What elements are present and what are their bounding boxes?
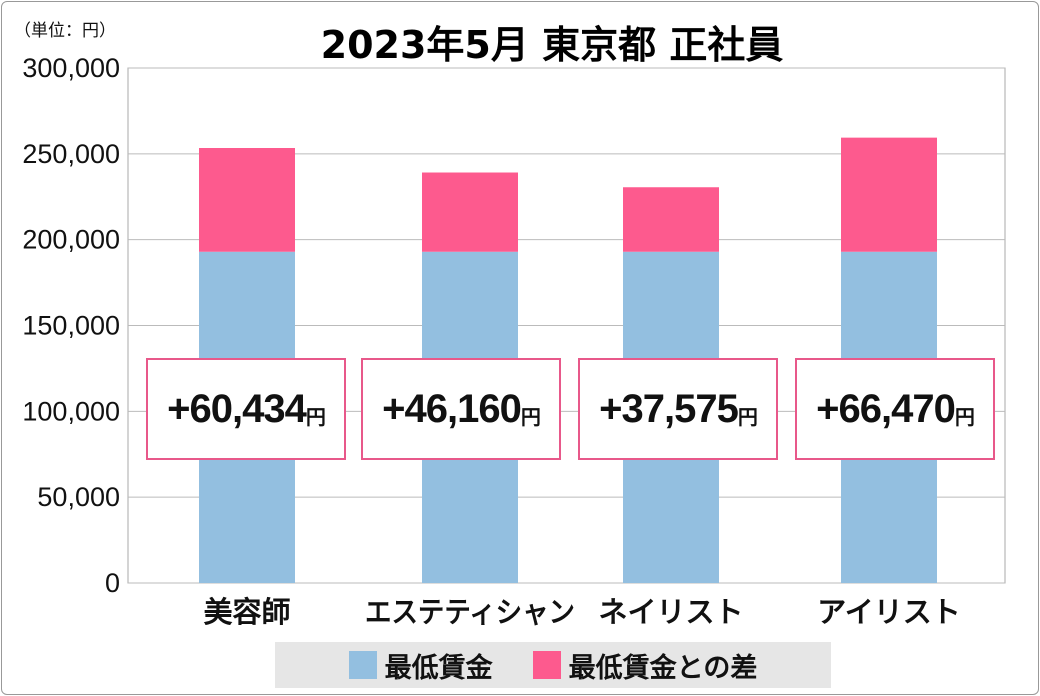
data-label-unit: 円 (520, 404, 541, 429)
bar-segment-diff (841, 137, 937, 252)
data-label-value: +66,470 (816, 386, 956, 431)
chart-title: 2023年5月 東京都 正社員 (320, 23, 784, 67)
y-tick-label: 50,000 (37, 482, 120, 512)
data-label-value: +46,160 (382, 386, 522, 431)
x-tick-label: エステティシャン (365, 595, 575, 629)
unit-label: （単位：円） (14, 21, 116, 41)
legend-item-diff: 最低賃金との差 (532, 646, 758, 685)
y-tick-label: 250,000 (22, 139, 120, 169)
data-label-value: +60,434 (167, 386, 307, 431)
data-label-value: +37,575 (599, 386, 739, 431)
y-tick-label: 100,000 (22, 396, 120, 426)
legend-swatch (532, 651, 561, 679)
legend-item-min-wage: 最低賃金 (348, 646, 493, 685)
y-tick-label: 150,000 (22, 311, 120, 341)
bar-segment-diff (623, 187, 719, 252)
data-label-unit: 円 (954, 404, 975, 429)
data-label: +37,575 円 (578, 358, 778, 460)
y-tick-label: 200,000 (22, 225, 120, 255)
legend-swatch (348, 651, 377, 679)
data-label-unit: 円 (737, 404, 758, 429)
y-tick-label: 300,000 (22, 53, 120, 83)
data-label: +60,434 円 (146, 358, 346, 460)
bar-segment-diff (422, 172, 518, 252)
data-label: +46,160 円 (361, 358, 561, 460)
data-label-unit: 円 (305, 404, 326, 429)
x-tick-label: 美容師 (203, 595, 290, 629)
legend-label: 最低賃金との差 (568, 652, 758, 684)
bar-segment-diff (199, 148, 295, 252)
y-tick-label: 0 (105, 568, 120, 598)
x-tick-label: アイリスト (817, 595, 961, 629)
legend-label: 最低賃金 (384, 652, 493, 684)
x-tick-label: ネイリスト (598, 595, 743, 629)
legend: 最低賃金 最低賃金との差 (275, 642, 831, 688)
data-label: +66,470 円 (795, 358, 995, 460)
